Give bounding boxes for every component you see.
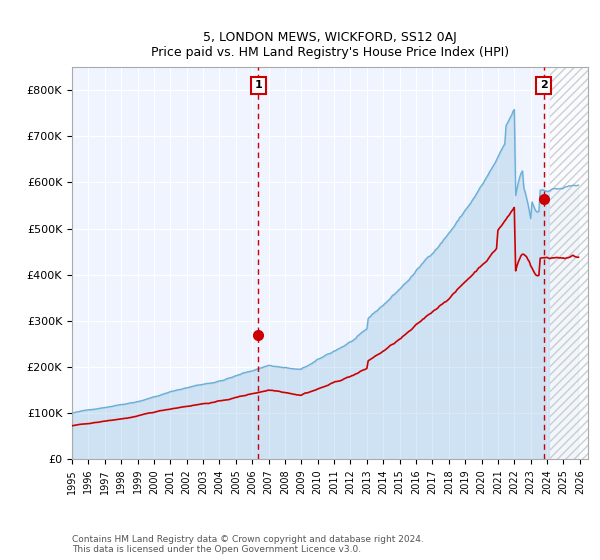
Text: Contains HM Land Registry data © Crown copyright and database right 2024.
This d: Contains HM Land Registry data © Crown c… xyxy=(72,535,424,554)
Text: 2: 2 xyxy=(540,80,547,90)
Title: 5, LONDON MEWS, WICKFORD, SS12 0AJ
Price paid vs. HM Land Registry's House Price: 5, LONDON MEWS, WICKFORD, SS12 0AJ Price… xyxy=(151,31,509,59)
Text: 1: 1 xyxy=(254,80,262,90)
